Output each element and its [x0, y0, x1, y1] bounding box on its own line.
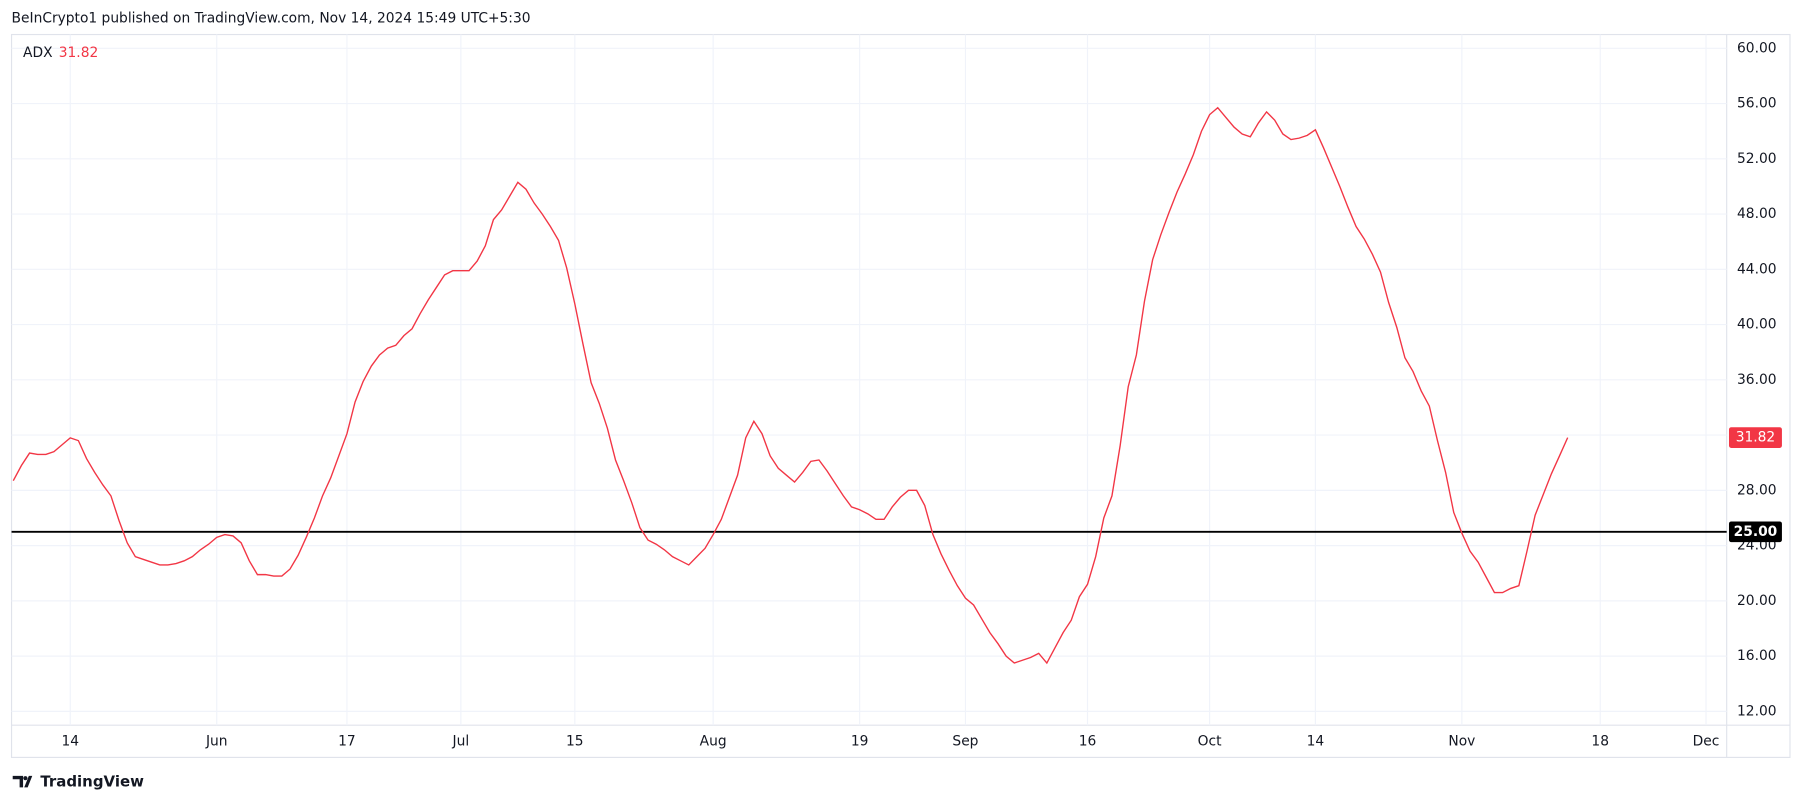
- y-tick-label: 60.00: [1737, 40, 1777, 56]
- x-tick-label: 14: [61, 733, 79, 749]
- logo-mark: [12, 775, 33, 788]
- x-tick-label: 18: [1591, 733, 1609, 749]
- x-tick-label: Jul: [452, 733, 470, 749]
- y-tick-label: 36.00: [1737, 372, 1777, 388]
- x-tick-label: 14: [1307, 733, 1325, 749]
- legend-name: ADX: [23, 45, 53, 61]
- x-tick-label: Aug: [700, 733, 727, 749]
- x-tick-label: 17: [338, 733, 356, 749]
- reference-tag: [1728, 521, 1782, 543]
- y-tick-label: 20.00: [1737, 593, 1777, 609]
- grid: [11, 34, 1727, 726]
- x-tick-label: Dec: [1693, 733, 1720, 749]
- y-tick-label: 40.00: [1737, 317, 1777, 333]
- last-value-label: 31.82: [1736, 430, 1776, 446]
- x-tick-label: Sep: [952, 733, 978, 749]
- y-tick-label: 44.00: [1737, 261, 1777, 277]
- pane-border: [10, 33, 1791, 758]
- y-tick-label: 52.00: [1737, 151, 1777, 167]
- last-value-tag: [1728, 427, 1782, 448]
- series-line: [12, 106, 1569, 665]
- y-tick-label: 56.00: [1737, 96, 1777, 112]
- x-tick-label: Jun: [205, 733, 228, 749]
- x-tick-label: Nov: [1448, 733, 1475, 749]
- logo-dot: [23, 776, 28, 781]
- y-tick-label: 16.00: [1737, 648, 1777, 664]
- footer-logo: TradingView: [12, 773, 144, 791]
- reference-label: 25.00: [1734, 524, 1778, 540]
- y-tick-label: 12.00: [1737, 703, 1777, 719]
- x-tick-label: Oct: [1198, 733, 1222, 749]
- plot: [11, 106, 1727, 665]
- publish-header: BeInCrypto1 published on TradingView.com…: [12, 10, 531, 26]
- y-tick-label: 48.00: [1737, 206, 1777, 222]
- x-tick-label: 19: [851, 733, 869, 749]
- y-tick-label: 28.00: [1737, 482, 1777, 498]
- legend-value: 31.82: [59, 45, 99, 61]
- footer-brand: TradingView: [40, 773, 144, 791]
- x-tick-label: 16: [1079, 733, 1097, 749]
- x-tick-label: 15: [566, 733, 584, 749]
